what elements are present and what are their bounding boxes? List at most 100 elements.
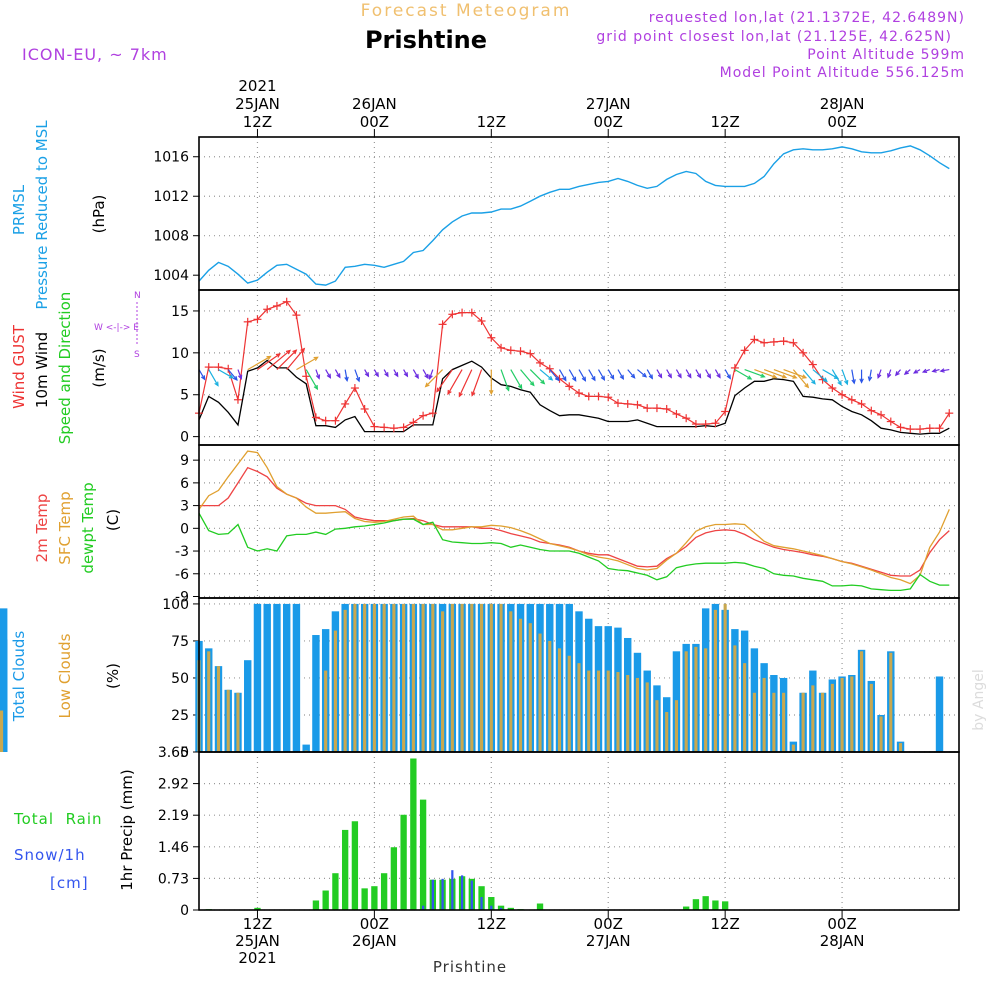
- temp-unit: (C): [104, 509, 122, 531]
- low-cloud-bar: [704, 648, 707, 752]
- point-altitude: Point Altitude 599m: [807, 47, 965, 63]
- plot-area: 1004100810121016051015-9-6-3036902550751…: [0, 77, 959, 967]
- low-cloud-bar: [772, 693, 775, 752]
- low-cloud-bar: [334, 631, 337, 752]
- low-cloud-bar: [636, 678, 639, 752]
- total-cloud-bar: [293, 604, 300, 752]
- wind-arrow-shaft: [209, 370, 218, 386]
- low-cloud-bar: [841, 678, 844, 752]
- gust-marker: [926, 424, 934, 432]
- wind-arrow: [686, 370, 691, 378]
- rain-bar: [420, 800, 426, 910]
- precip-unit: 1hr Precip (mm): [118, 769, 136, 890]
- snow-bar: [480, 897, 482, 910]
- low-cloud-bar: [558, 648, 561, 752]
- wind-arrow: [852, 370, 855, 384]
- wind-arrow: [715, 370, 720, 378]
- wind-arrow: [933, 369, 940, 372]
- wind-arrow: [413, 370, 418, 378]
- low-cloud-bar: [207, 651, 210, 752]
- low-cloud-bar: [685, 651, 688, 752]
- wind-arrow: [429, 370, 433, 379]
- wind-arrow: [296, 357, 317, 369]
- y-tick-label: 10: [171, 346, 189, 362]
- low-cloud-bar: [422, 604, 425, 752]
- model-label: ICON-EU, ~ 7km: [22, 45, 168, 64]
- gust-marker: [897, 423, 905, 431]
- y-tick-label: 5: [180, 388, 189, 404]
- wind-arrow: [914, 370, 920, 373]
- compass-we: W <-|-> E: [94, 323, 139, 333]
- total-clouds-label: Total Clouds: [10, 631, 28, 723]
- gust-marker: [283, 298, 291, 306]
- low-cloud-bar: [724, 604, 727, 752]
- gust-marker: [672, 410, 680, 418]
- top-time-label: 12Z: [710, 113, 739, 131]
- wind-arrow-shaft: [459, 370, 471, 397]
- wind-arrow-shaft: [521, 370, 534, 386]
- total-cloud-bar: [264, 604, 271, 752]
- rain-bar: [537, 904, 543, 910]
- low-cloud-bar: [802, 693, 805, 752]
- low-cloud-bar: [646, 682, 649, 752]
- snow-bar: [471, 881, 473, 910]
- rain-bar: [313, 900, 319, 910]
- temp-labels: 2m Temp SFC Temp dewpt Temp (C): [33, 482, 122, 573]
- total-cloud-bar: [273, 604, 280, 752]
- low-cloud-bar: [480, 604, 483, 752]
- low-cloud-bar: [499, 604, 502, 752]
- rain-label: Total Rain: [13, 810, 103, 828]
- low-cloud-bar: [743, 663, 746, 752]
- low-cloud-bar: [811, 685, 814, 752]
- low-cloud-bar: [470, 604, 473, 752]
- wind-arrow: [490, 370, 493, 394]
- y-tick-label: 100: [162, 597, 189, 613]
- low-cloud-bar: [490, 604, 493, 752]
- panel-border: [199, 445, 959, 598]
- y-tick-label: 2.19: [158, 808, 189, 824]
- wind-arrow: [521, 370, 534, 386]
- gust-marker: [331, 417, 339, 425]
- wind-arrow: [511, 370, 522, 389]
- precip-labels: Total Rain Snow/1h [cm] 1hr Precip (mm): [13, 769, 136, 892]
- wind-arrow: [404, 370, 408, 377]
- gust-marker: [614, 399, 622, 407]
- low-cloud-bar: [792, 745, 795, 752]
- wind-arrow: [628, 370, 635, 378]
- gust-marker: [663, 405, 671, 413]
- bottom-time-label: 00Z: [360, 915, 389, 933]
- snow-bar: [461, 875, 463, 910]
- top-time-label: 00Z: [827, 113, 856, 131]
- low-cloud-bar: [821, 693, 824, 752]
- low-cloud-bar: [879, 716, 882, 752]
- gust-marker: [702, 420, 710, 428]
- low-cloud-bar: [412, 604, 415, 752]
- gust-marker: [945, 409, 953, 417]
- wind-arrow: [647, 370, 652, 379]
- bottom-time-label: 12Z: [243, 915, 272, 933]
- low-cloud-bar: [655, 700, 658, 752]
- y-tick-label: 1016: [153, 150, 189, 166]
- wind-arrow: [667, 370, 672, 378]
- pressure-unit: (hPa): [90, 195, 108, 234]
- prmsl-desc-label: Pressure Reduced to MSL: [33, 120, 51, 310]
- y-tick-label: 0: [180, 903, 189, 919]
- bottom-time-label: 12Z: [710, 915, 739, 933]
- wind-arrow: [423, 370, 428, 378]
- gust-marker: [604, 393, 612, 401]
- bottom-time-label: 26JAN: [352, 932, 397, 950]
- y-tick-label: 50: [171, 671, 189, 687]
- wind-arrow: [459, 370, 471, 397]
- gust-marker: [594, 392, 602, 400]
- wind-arrow: [355, 370, 360, 382]
- wind-arrow-shaft: [306, 370, 317, 389]
- wind-arrow-shaft: [754, 370, 776, 378]
- gust-marker: [273, 302, 281, 310]
- low-cloud-bar: [616, 672, 619, 752]
- low-cloud-bar: [850, 676, 853, 752]
- rain-bar: [693, 899, 699, 910]
- low-cloud-bar: [227, 690, 230, 752]
- y-tick-label: 2.92: [158, 777, 189, 793]
- dew-label: dewpt Temp: [79, 482, 97, 573]
